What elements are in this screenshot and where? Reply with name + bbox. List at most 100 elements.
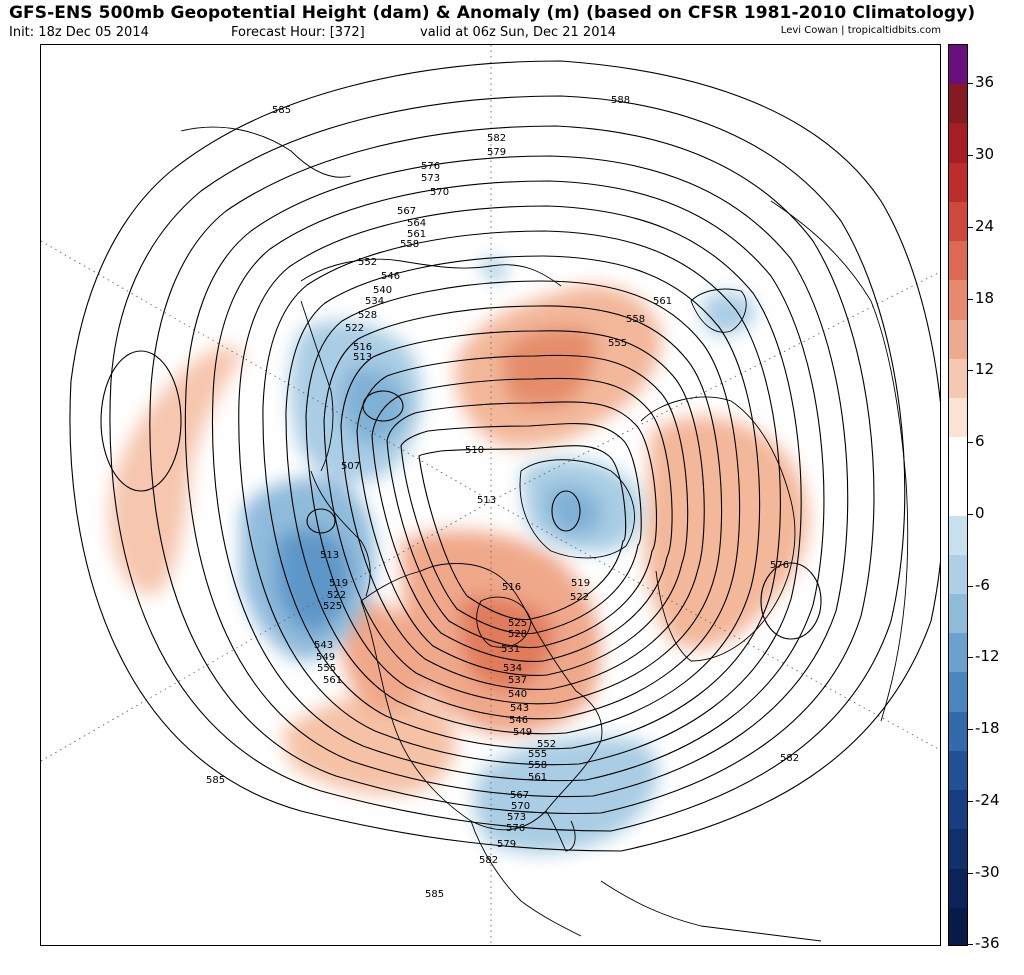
colorbar-label: -12 (975, 647, 1000, 666)
contour-label: 510 (465, 445, 484, 456)
colorbar-tick (968, 298, 973, 300)
colorbar-label: -18 (975, 719, 1000, 738)
colorbar-label: 36 (975, 73, 995, 92)
europe-coast (640, 396, 796, 662)
contour-555 (305, 280, 741, 720)
contour-label: 540 (508, 689, 527, 700)
colorbar-label: -36 (975, 934, 1000, 953)
contour-label: 537 (508, 675, 527, 686)
author-credit: Levi Cowan | tropicaltidbits.com (780, 25, 941, 36)
anomaly-colorbar (948, 44, 968, 946)
contour-label: 570 (511, 801, 530, 812)
colorbar-segment (949, 750, 967, 791)
anomaly-shading (109, 257, 809, 854)
central-america (470, 820, 582, 937)
colorbar-segment (949, 319, 967, 360)
contour-label: 585 (272, 105, 291, 116)
contour-567 (262, 230, 781, 750)
forecast-hour: Forecast Hour: [372] (231, 25, 365, 40)
contour-label: 549 (316, 652, 335, 663)
contour-561 (285, 255, 761, 735)
contour-label: 513 (477, 495, 496, 506)
colorbar-segment (949, 515, 967, 556)
contour-label: 525 (508, 618, 527, 629)
contour-label: 576 (421, 161, 440, 172)
contour-labels: 585 588 582 579 576 573 570 567 564 561 … (206, 95, 799, 900)
colorbar-segment (949, 241, 967, 281)
contour-label: 519 (329, 578, 348, 589)
contour-519 (400, 422, 642, 635)
height-contours (69, 60, 940, 852)
contour-label: 516 (502, 582, 521, 593)
contour-label: 522 (345, 323, 364, 334)
contour-label: 585 (425, 889, 444, 900)
greenland-coast (519, 459, 635, 559)
contour-579 (149, 125, 875, 815)
colorbar-segment (949, 123, 967, 164)
contour-label: 525 (323, 601, 342, 612)
valid-time: valid at 06z Sun, Dec 21 2014 (420, 25, 617, 40)
india-china-coast (180, 126, 352, 178)
contour-513 (418, 445, 627, 621)
colorbar-segment (949, 633, 967, 673)
colorbar-segment (949, 45, 967, 85)
colorbar-label: 6 (975, 432, 985, 451)
contour-label: 570 (430, 187, 449, 198)
colorbar-segment (949, 358, 967, 399)
contour-576 (184, 155, 849, 798)
asia-coast (300, 258, 562, 287)
contour-label: 579 (497, 839, 516, 850)
negative-anomaly-pacific-core (276, 528, 350, 632)
contour-label: 561 (407, 229, 426, 240)
contour-label: 564 (407, 218, 426, 229)
negative-anomaly-us-east (474, 737, 659, 854)
colorbar-segment (949, 907, 967, 945)
contour-label: 507 (341, 461, 360, 472)
contour-525 (386, 401, 658, 649)
contour-label: 582 (780, 753, 799, 764)
contour-label: 567 (397, 206, 416, 217)
contour-label: 543 (510, 703, 529, 714)
colorbar-label: -30 (975, 862, 1000, 881)
scandinavia (690, 288, 747, 333)
colorbar-segment (949, 554, 967, 595)
colorbar-segment (949, 594, 967, 634)
colorbar-segment (949, 280, 967, 320)
negative-anomaly-europe-north (701, 292, 756, 335)
colorbar-segment (949, 829, 967, 870)
colorbar-label: 18 (975, 288, 995, 307)
contour-label: 582 (487, 133, 506, 144)
colorbar-tick (968, 513, 973, 515)
contour-label: 555 (317, 663, 336, 674)
contour-label: 558 (528, 760, 547, 771)
contour-label: 561 (528, 772, 547, 783)
contour-label: 549 (513, 727, 532, 738)
contour-label: 519 (571, 578, 590, 589)
colorbar-label: 24 (975, 216, 995, 235)
colorbar-segment (949, 397, 967, 438)
contour-label: 513 (320, 550, 339, 561)
colorbar-label: 30 (975, 144, 995, 163)
contour-label: 552 (358, 257, 377, 268)
contour-label: 555 (528, 749, 547, 760)
colorbar-tick (968, 729, 973, 731)
positive-anomaly-europe (644, 416, 809, 649)
negative-anomaly-bering (481, 257, 507, 281)
colorbar-tick (968, 800, 973, 802)
contour-label: 576 (506, 823, 525, 834)
colorbar-segment (949, 201, 967, 242)
africa-coast (770, 200, 909, 722)
colorbar-tick (968, 944, 973, 946)
colorbar-segment (949, 84, 967, 124)
contour-label: 558 (626, 314, 645, 325)
contour-label: 573 (507, 812, 526, 823)
contour-label: 546 (381, 271, 400, 282)
init-time: Init: 18z Dec 05 2014 (9, 25, 149, 40)
colorbar-tick (968, 442, 973, 444)
contour-543 (340, 330, 705, 690)
contour-label: 552 (537, 739, 556, 750)
colorbar-segment (949, 868, 967, 909)
contour-582 (109, 95, 906, 832)
chart-title: GFS-ENS 500mb Geopotential Height (dam) … (9, 3, 976, 23)
contour-label: 540 (373, 285, 392, 296)
